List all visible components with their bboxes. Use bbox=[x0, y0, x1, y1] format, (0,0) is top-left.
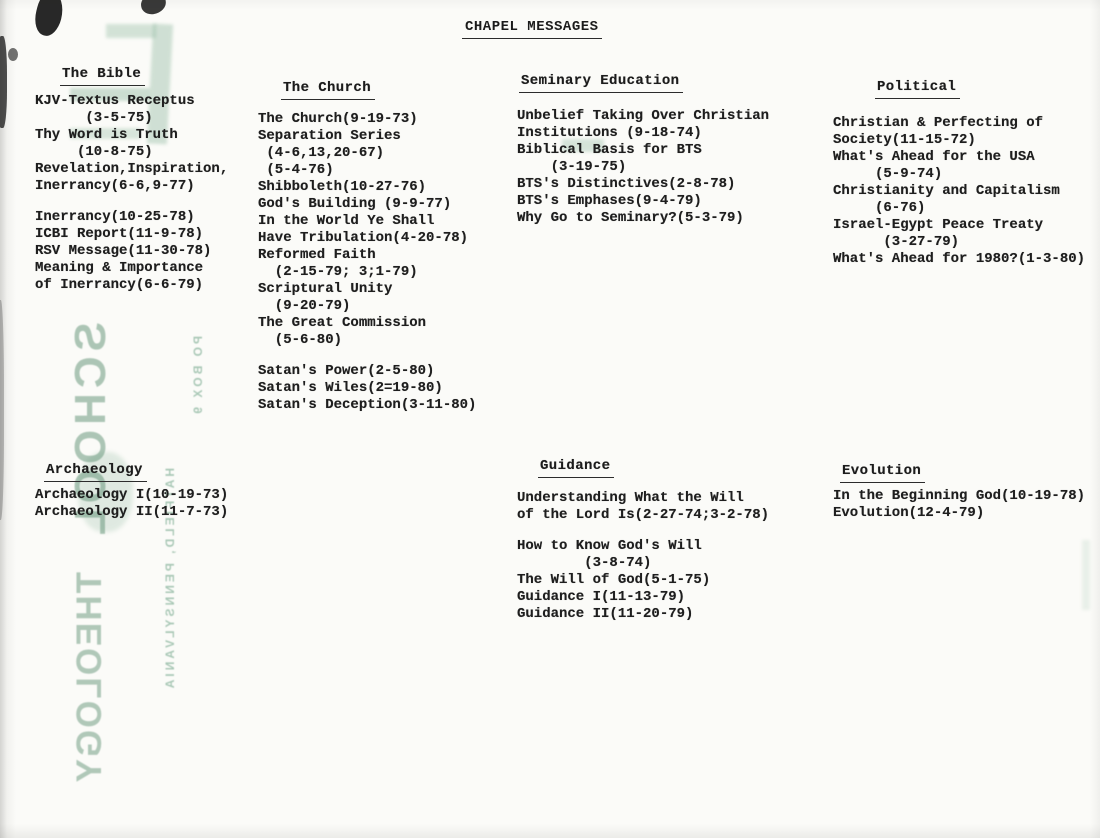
entry-line: KJV-Textus Receptus bbox=[35, 93, 195, 109]
entry-line: of Inerrancy(6-6-79) bbox=[35, 277, 204, 293]
stamp-smudge bbox=[1082, 540, 1090, 610]
entry-line: (6-76) bbox=[833, 200, 926, 216]
entry-line: Christian & Perfecting of bbox=[833, 115, 1044, 131]
entry-line: Have Tribulation(4-20-78) bbox=[258, 230, 469, 246]
entry-line: Inerrancy(10-25-78) bbox=[35, 209, 195, 225]
entry-line bbox=[517, 524, 769, 538]
entry-line: RSV Message(11-30-78) bbox=[35, 243, 212, 259]
entry-line: Shibboleth(10-27-76) bbox=[258, 179, 427, 195]
entry-line: Archaeology II(11-7-73) bbox=[35, 504, 229, 520]
section-title-bible: The Bible bbox=[60, 66, 146, 86]
section-title-archaeology: Archaeology bbox=[44, 462, 147, 482]
stamp-smudge bbox=[106, 24, 156, 38]
entry-line: Evolution(12-4-79) bbox=[833, 505, 985, 521]
section-title-political: Political bbox=[875, 79, 961, 99]
ink-blot bbox=[139, 0, 168, 16]
entry-line: What's Ahead for 1980?(1-3-80) bbox=[833, 251, 1086, 267]
entry-line: Revelation,Inspiration, bbox=[35, 161, 229, 177]
entry-line: (2-15-79; 3;1-79) bbox=[258, 264, 418, 280]
section-list-guidance: Understanding What the Will of the Lord I… bbox=[517, 490, 769, 623]
section-title-seminary-education: Seminary Education bbox=[519, 73, 684, 93]
entry-line bbox=[258, 349, 476, 363]
section-list-bible: KJV-Textus Receptus (3-5-75) Thy Word is … bbox=[35, 93, 228, 294]
entry-line: Satan's Power(2-5-80) bbox=[258, 363, 435, 379]
section-title-evolution: Evolution bbox=[840, 463, 926, 483]
ink-blot bbox=[8, 48, 18, 61]
entry-line bbox=[35, 195, 228, 209]
entry-line: Reformed Faith bbox=[258, 247, 376, 263]
entry-line: (5-9-74) bbox=[833, 166, 943, 182]
entry-line: In the World Ye Shall bbox=[258, 213, 435, 229]
section-list-church: The Church(9-19-73) Separation Series (4-… bbox=[258, 111, 476, 414]
entry-line: The Great Commission bbox=[258, 315, 427, 331]
ink-blot bbox=[0, 36, 7, 128]
bleed-through-stamp-word: THEOLOGY bbox=[70, 572, 109, 785]
entry-line: Biblical Basis for BTS bbox=[517, 142, 702, 158]
entry-line: Understanding What the Will bbox=[517, 490, 744, 506]
entry-line: (3-5-75) bbox=[35, 110, 153, 126]
section-title-guidance: Guidance bbox=[538, 458, 615, 478]
entry-line: The Will of God(5-1-75) bbox=[517, 572, 711, 588]
entry-line: (4-6,13,20-67) bbox=[258, 145, 385, 161]
page-title: CHAPEL MESSAGES bbox=[462, 18, 602, 39]
entry-line: In the Beginning God(10-19-78) bbox=[833, 488, 1086, 504]
entry-line: Separation Series bbox=[258, 128, 401, 144]
entry-line: (10-8-75) bbox=[35, 144, 153, 160]
ink-blot bbox=[0, 300, 4, 520]
section-list-seminary-education: Unbelief Taking Over Christian Institutio… bbox=[517, 108, 769, 227]
ink-blot bbox=[31, 0, 67, 39]
entry-line: (9-20-79) bbox=[258, 298, 351, 314]
entry-line: God's Building (9-9-77) bbox=[258, 196, 452, 212]
entry-line: (3-19-75) bbox=[517, 159, 627, 175]
section-list-political: Christian & Perfecting of Society(11-15-7… bbox=[833, 115, 1085, 268]
entry-line: Society(11-15-72) bbox=[833, 132, 976, 148]
section-title-church: The Church bbox=[281, 80, 376, 100]
entry-line: Scriptural Unity bbox=[258, 281, 393, 297]
entry-line: How to Know God's Will bbox=[517, 538, 702, 554]
entry-line: Satan's Wiles(2=19-80) bbox=[258, 380, 443, 396]
entry-line: Inerrancy(6-6,9-77) bbox=[35, 178, 195, 194]
entry-line: Christianity and Capitalism bbox=[833, 183, 1060, 199]
entry-line: The Church(9-19-73) bbox=[258, 111, 418, 127]
entry-line: Guidance I(11-13-79) bbox=[517, 589, 686, 605]
entry-line: Why Go to Seminary?(5-3-79) bbox=[517, 210, 744, 226]
entry-line: (5-4-76) bbox=[258, 162, 334, 178]
entry-line: Archaeology I(10-19-73) bbox=[35, 487, 229, 503]
entry-line: Thy Word is Truth bbox=[35, 127, 178, 143]
entry-line: BTS's Distinctives(2-8-78) bbox=[517, 176, 736, 192]
entry-line: Institutions (9-18-74) bbox=[517, 125, 702, 141]
entry-line: Israel-Egypt Peace Treaty bbox=[833, 217, 1044, 233]
entry-line: BTS's Emphases(9-4-79) bbox=[517, 193, 702, 209]
entry-line: Meaning & Importance bbox=[35, 260, 204, 276]
entry-line: (3-27-79) bbox=[833, 234, 960, 250]
bleed-through-stamp-address: PO BOX 9 bbox=[191, 336, 205, 417]
entry-line: Guidance II(11-20-79) bbox=[517, 606, 694, 622]
entry-line: (3-8-74) bbox=[517, 555, 652, 571]
section-list-archaeology: Archaeology I(10-19-73) Archaeology II(11… bbox=[35, 487, 228, 521]
entry-line: of the Lord Is(2-27-74;3-2-78) bbox=[517, 507, 770, 523]
entry-line: ICBI Report(11-9-78) bbox=[35, 226, 204, 242]
section-list-evolution: In the Beginning God(10-19-78) Evolution(… bbox=[833, 488, 1085, 522]
entry-line: (5-6-80) bbox=[258, 332, 343, 348]
entry-line: Satan's Deception(3-11-80) bbox=[258, 397, 477, 413]
entry-line: Unbelief Taking Over Christian bbox=[517, 108, 770, 124]
entry-line: What's Ahead for the USA bbox=[833, 149, 1035, 165]
